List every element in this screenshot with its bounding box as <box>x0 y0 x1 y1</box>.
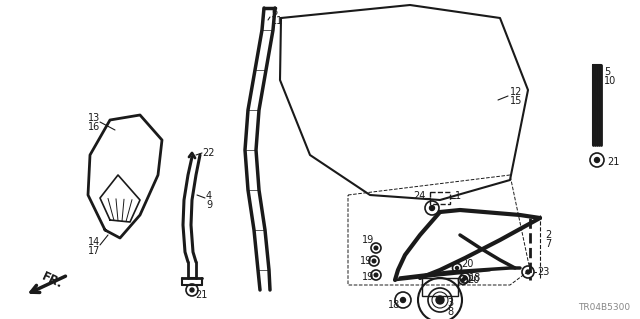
Text: 20: 20 <box>461 259 474 269</box>
Circle shape <box>374 246 378 250</box>
Bar <box>430 192 450 204</box>
Circle shape <box>595 158 600 162</box>
Text: 18: 18 <box>469 273 481 283</box>
Circle shape <box>436 296 444 304</box>
Circle shape <box>463 276 467 280</box>
Text: 18: 18 <box>388 300 400 310</box>
Circle shape <box>429 205 435 211</box>
Text: 1: 1 <box>455 191 461 201</box>
Text: 6: 6 <box>271 7 277 17</box>
Circle shape <box>401 298 406 302</box>
Circle shape <box>526 270 530 274</box>
Text: 2: 2 <box>545 230 551 240</box>
Text: 3: 3 <box>447 298 453 308</box>
Text: 11: 11 <box>271 16 284 26</box>
Text: 8: 8 <box>447 307 453 317</box>
Text: 16: 16 <box>88 122 100 132</box>
Text: 22: 22 <box>202 148 214 158</box>
Text: 19: 19 <box>360 256 372 266</box>
Text: 5: 5 <box>604 67 611 77</box>
Text: 23: 23 <box>537 267 549 277</box>
Circle shape <box>372 259 376 263</box>
Text: 14: 14 <box>88 237 100 247</box>
Circle shape <box>461 278 465 281</box>
Text: 13: 13 <box>88 113 100 123</box>
Text: 7: 7 <box>545 239 551 249</box>
Text: 20: 20 <box>467 275 479 285</box>
Text: 9: 9 <box>206 200 212 210</box>
Text: 4: 4 <box>206 191 212 201</box>
Text: 19: 19 <box>362 235 374 245</box>
Circle shape <box>374 273 378 277</box>
Text: 19: 19 <box>362 272 374 282</box>
Circle shape <box>190 288 194 292</box>
Text: 21: 21 <box>607 157 620 167</box>
Circle shape <box>456 266 458 270</box>
Text: 21: 21 <box>195 290 207 300</box>
Text: TR04B5300: TR04B5300 <box>578 303 630 312</box>
Text: 24: 24 <box>413 191 426 201</box>
Text: 12: 12 <box>510 87 522 97</box>
Bar <box>422 278 458 296</box>
Text: 15: 15 <box>510 96 522 106</box>
Text: FR.: FR. <box>40 270 65 291</box>
Text: 10: 10 <box>604 76 616 86</box>
Text: 17: 17 <box>88 246 100 256</box>
